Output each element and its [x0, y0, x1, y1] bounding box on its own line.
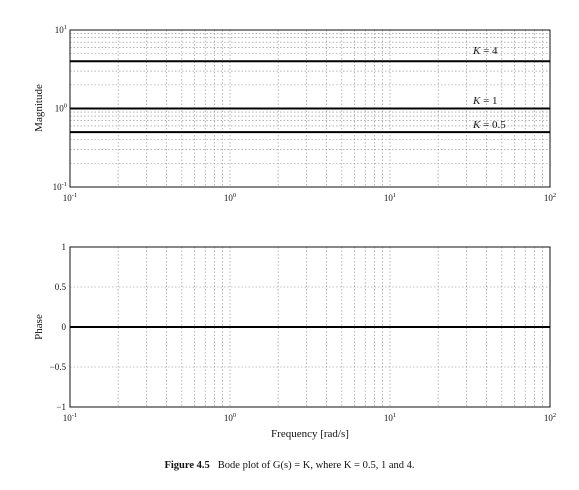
magnitude-ytick-label: 100: [55, 103, 67, 114]
magnitude-xtick-label: 100: [224, 192, 236, 203]
phase-xtick-label: 10-1: [63, 412, 77, 423]
magnitude-x-ticks: 10-1 100 101 102: [63, 192, 556, 203]
phase-xtick-label: 101: [384, 412, 396, 423]
phase-y-ticks: −1 −0.5 0 0.5 1: [50, 242, 67, 412]
phase-x-ticks: 10-1 100 101 102: [63, 412, 556, 423]
phase-plot: −1 −0.5 0 0.5 1 10-1 100 101 102 Phase Frequenc…: [33, 242, 556, 440]
magnitude-xtick-label: 101: [384, 192, 396, 203]
series-label-k1: K = 1: [472, 95, 498, 107]
magnitude-ytick-label: 101: [55, 24, 67, 35]
caption-text: Bode plot of G(s) = K, where K = 0.5, 1 …: [218, 460, 415, 471]
caption-number: Figure 4.5: [164, 460, 209, 471]
magnitude-plot: 10-1 100 101 10-1 100 101 102 Magnitude K = 4…: [33, 24, 556, 203]
magnitude-xtick-label: 10-1: [63, 192, 77, 203]
magnitude-ylabel: Magnitude: [33, 84, 45, 132]
phase-ytick-label: −1: [56, 402, 66, 412]
figure-caption: Figure 4.5 Bode plot of G(s) = K, where K…: [0, 460, 579, 471]
series-label-k05: K = 0.5: [472, 119, 506, 131]
phase-ylabel: Phase: [33, 314, 45, 340]
phase-ytick-label: 1: [62, 242, 67, 252]
magnitude-ytick-label: 10-1: [53, 181, 67, 192]
phase-xtick-label: 102: [544, 412, 556, 423]
magnitude-y-ticks: 10-1 100 101: [53, 24, 67, 192]
magnitude-xtick-label: 102: [544, 192, 556, 203]
phase-ytick-label: 0.5: [55, 282, 67, 292]
phase-xlabel: Frequency [rad/s]: [271, 428, 349, 440]
series-label-k4: K = 4: [472, 45, 498, 57]
phase-ytick-label: 0: [62, 322, 67, 332]
phase-xtick-label: 100: [224, 412, 236, 423]
phase-ytick-label: −0.5: [50, 362, 67, 372]
